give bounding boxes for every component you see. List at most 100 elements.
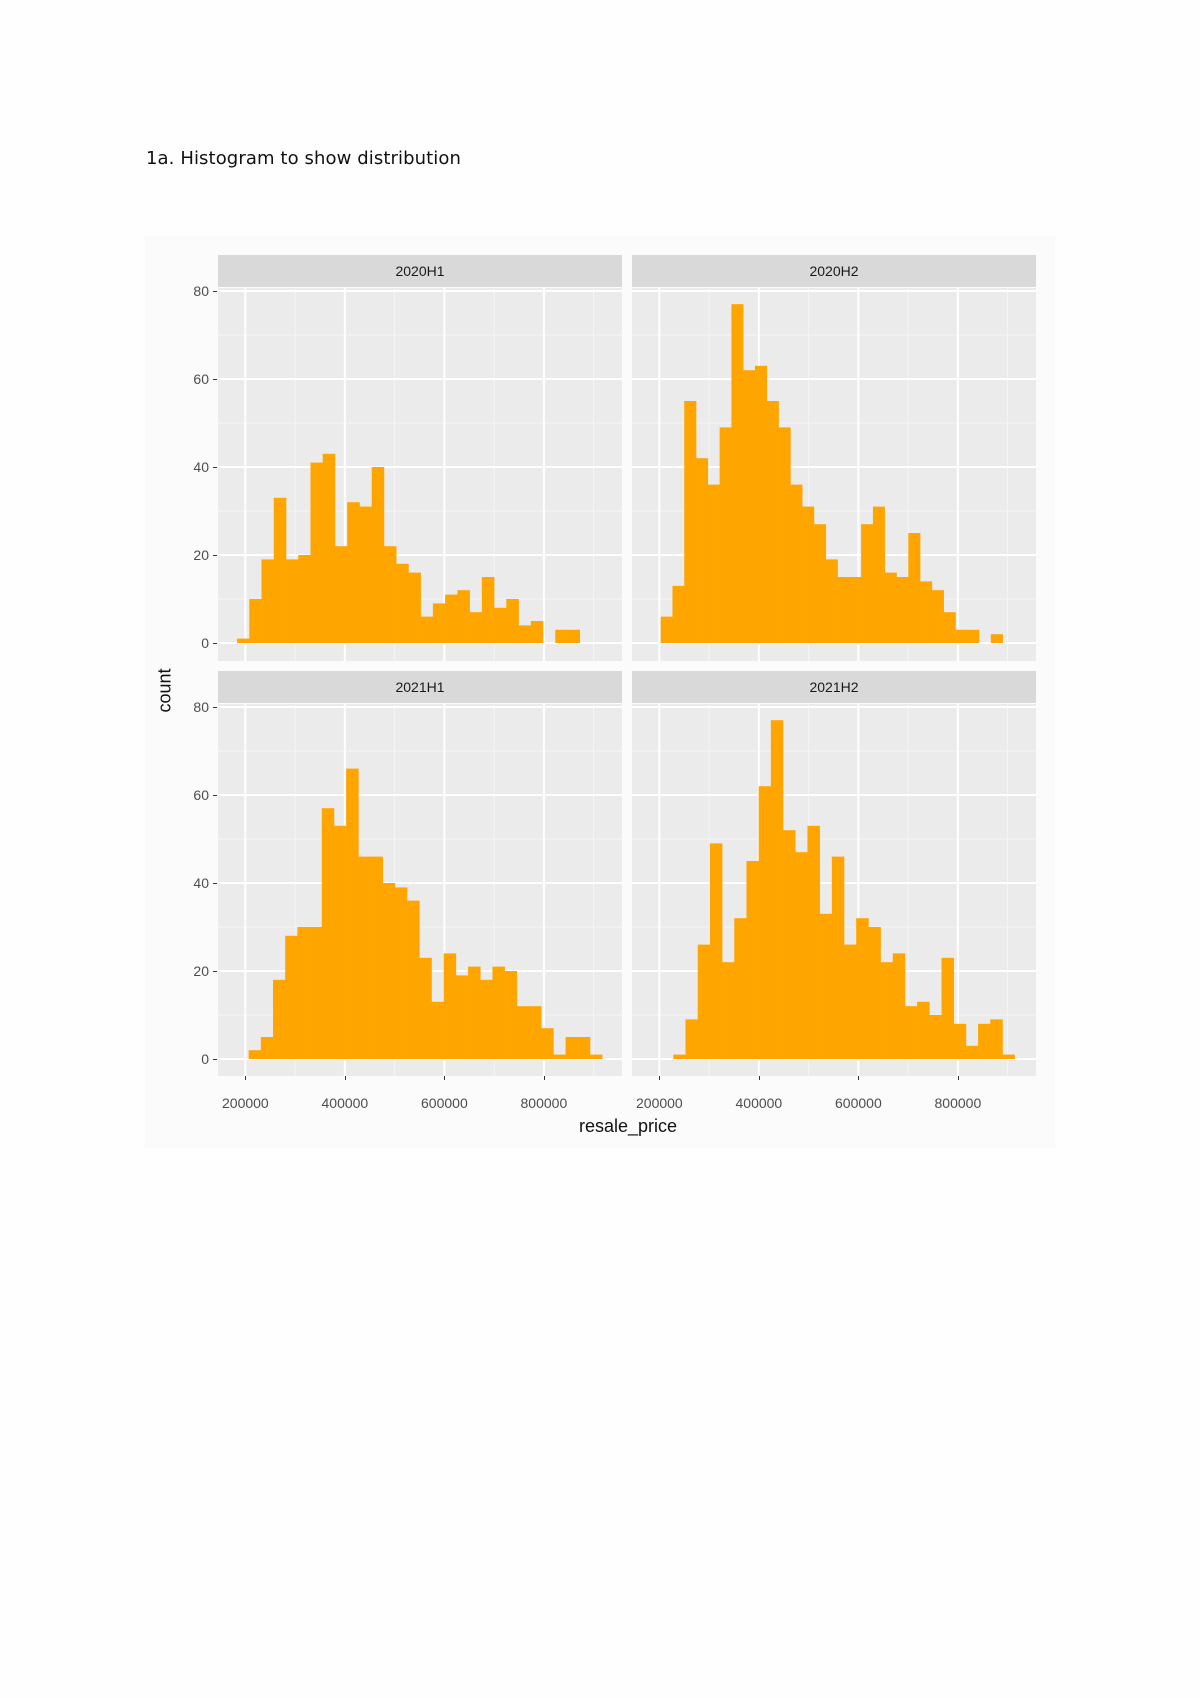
y-tick-mark [213,1059,217,1060]
y-tick-mark [213,291,217,292]
histogram-bar [371,467,385,643]
x-tick-label: 200000 [636,1095,683,1111]
x-tick-label: 400000 [735,1095,783,1111]
strip-2021h2: 2021H2 [632,671,1036,703]
histogram-bar [298,555,311,643]
histogram-bar [457,590,470,643]
y-tick-label: 80 [193,699,209,715]
histogram-bar [309,927,323,1059]
y-tick-mark [213,883,217,884]
histogram-bar [868,927,881,1059]
histogram-bar [322,453,336,643]
histogram-bar [261,559,275,643]
x-tick-label: 200000 [222,1095,269,1111]
y-tick-label: 20 [193,547,209,563]
y-tick-mark [213,795,217,796]
histogram-bar [529,1006,542,1059]
histogram-bar [469,612,483,643]
y-tick-label: 60 [193,787,209,803]
histogram-bar [685,1019,699,1059]
histogram-bar [931,590,944,643]
histogram-bar [237,638,250,643]
histogram-bar [929,1015,942,1059]
histogram-bar [407,900,420,1059]
histogram-bar [844,944,857,1059]
x-tick-label: 400000 [321,1095,369,1111]
x-tick-mark [858,1076,860,1080]
histogram-bar [555,629,568,643]
histogram-bar [565,1037,579,1059]
histogram-bar [359,506,372,643]
y-tick-label: 20 [193,963,209,979]
histogram-bar [382,883,396,1059]
histogram-bar [273,497,287,643]
histogram-bar [813,524,827,643]
x-axis-title: resale_price [578,1116,678,1136]
histogram-bar [567,629,581,643]
x-tick-mark [444,1076,446,1080]
y-tick-mark [213,971,217,972]
histogram-bar [248,1050,262,1059]
histogram-bar [758,786,772,1059]
histogram-bar [837,577,850,643]
histogram-bar [849,577,862,643]
histogram-bar [1002,1054,1015,1059]
histogram-bar [468,966,481,1059]
y-tick-mark [213,379,217,380]
histogram-bar [419,957,432,1059]
histogram-bar [684,401,697,643]
histogram-bar [766,401,779,643]
histogram-bar [872,506,885,643]
histogram-bar [990,634,1003,643]
section-heading: 1a. Histogram to show distribution [146,148,462,169]
histogram-bar [778,427,791,643]
histogram-bar [941,957,955,1059]
histogram-bar [672,585,685,643]
histogram-bar [541,1028,554,1059]
histogram-bar [408,572,421,643]
histogram-bar [285,935,298,1059]
histogram-bar [589,1054,603,1059]
y-axis-title: count [154,668,175,713]
x-tick-label: 800000 [520,1095,568,1111]
x-tick-mark [245,1076,247,1080]
y-tick-mark [213,467,217,468]
histogram-bar [880,962,894,1059]
histogram-bar [346,768,359,1059]
histogram-bar [660,616,673,643]
histogram-bar [249,599,262,643]
histogram-bar [807,825,820,1059]
y-tick-mark [213,707,217,708]
histogram-bar [333,825,347,1059]
histogram-bar [953,1023,967,1059]
histogram-bar [819,913,833,1059]
histogram-bar [577,1037,591,1059]
histogram-bar [861,524,874,643]
histogram-bar [420,616,434,643]
histogram-bar [709,843,723,1059]
x-tick-label: 800000 [934,1095,982,1111]
strip-2020h1: 2020H1 [218,255,622,287]
histogram-bar [518,625,532,643]
histogram-bar [754,365,768,643]
histogram-bar [856,918,869,1059]
x-tick-label: 600000 [421,1095,468,1111]
histogram-figure: 2020H1 2020H2 2021H1 2021H2 0 20 40 60 80 0 20… [145,236,1055,1148]
x-tick-mark [957,1076,959,1080]
panel-2020h1 [218,288,622,661]
histogram-bar [746,861,759,1059]
histogram-bar [743,370,756,643]
histogram-bar [310,462,324,643]
histogram-bar [719,427,732,643]
y-tick-label: 0 [201,635,209,651]
y-tick-label: 80 [193,283,209,299]
histogram-bar [967,629,980,643]
histogram-bar [908,533,921,643]
y-tick-label: 0 [201,1051,209,1067]
histogram-bar [504,971,518,1059]
histogram-bar [673,1054,686,1059]
histogram-bar [990,1019,1003,1059]
histogram-bar [696,458,709,643]
histogram-bar [697,944,711,1059]
y-tick-mark [213,643,217,644]
